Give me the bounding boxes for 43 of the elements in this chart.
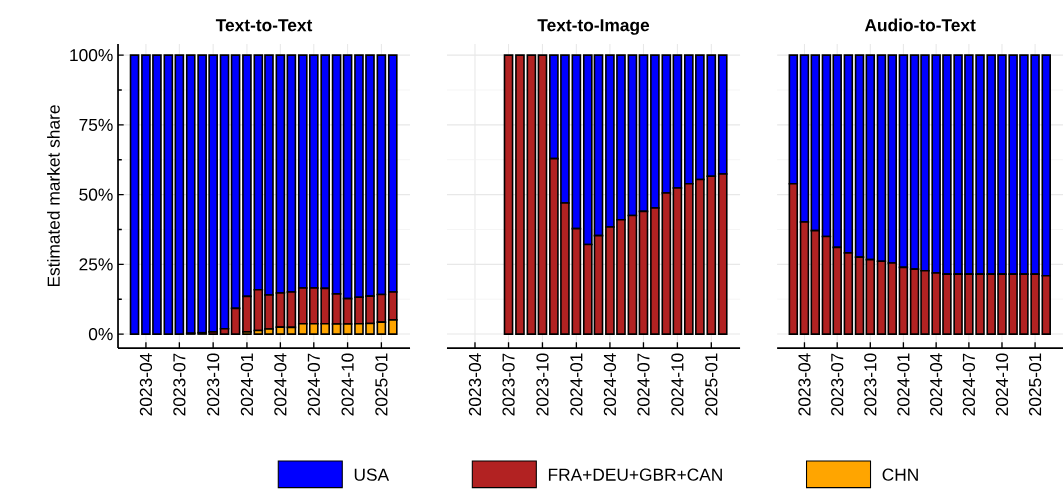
x-tick-label: 2023-10: [207, 353, 220, 416]
legend-label: CHN: [882, 468, 918, 481]
chart-title: Audio-to-Text: [864, 18, 976, 32]
x-tick-label: 2024-01: [570, 353, 583, 416]
chart-title: Text-to-Text: [215, 19, 313, 32]
x-tick-label: 2023-04: [798, 353, 811, 416]
bar: [129, 54, 140, 335]
x-tick-label: 2024-07: [637, 353, 650, 416]
x-tick-label: 2025-01: [705, 353, 718, 416]
x-tick-label: 2023-04: [139, 353, 153, 416]
x-tick-label: 2023-10: [536, 353, 549, 416]
y-tick-label: 0%: [88, 327, 113, 341]
y-axis-title: Estimated market share: [47, 105, 60, 287]
y-tick-label: 75%: [79, 118, 113, 131]
x-tick-label: 2024-04: [930, 353, 943, 416]
x-tick-label: 2024-10: [341, 353, 354, 416]
y-tick-label: 25%: [79, 258, 113, 271]
x-tick-label: 2023-04: [468, 353, 482, 416]
bar: [515, 54, 525, 335]
x-tick-label: 2025-01: [1028, 353, 1042, 416]
bar: [503, 54, 514, 335]
x-tick-label: 2024-07: [962, 353, 976, 416]
x-tick-label: 2025-01: [375, 353, 388, 416]
y-tick-label: 50%: [79, 188, 113, 201]
x-tick-label: 2024-10: [671, 353, 684, 416]
x-tick-label: 2024-04: [603, 353, 617, 416]
x-tick-label: 2023-10: [864, 353, 877, 416]
x-tick-label: 2024-07: [307, 353, 320, 416]
bar: [537, 54, 548, 335]
x-tick-label: 2023-07: [173, 353, 186, 416]
y-tick-label: 100%: [70, 49, 113, 62]
bar: [174, 54, 185, 335]
x-tick-label: 2024-01: [240, 353, 254, 416]
bar: [163, 54, 174, 335]
x-tick-label: 2024-01: [897, 353, 910, 416]
chart-title: Text-to-Image: [537, 19, 650, 35]
x-tick-label: 2024-04: [274, 353, 287, 416]
bar: [526, 54, 537, 335]
x-tick-label: 2023-07: [831, 353, 844, 416]
legend-label: USA: [354, 468, 390, 481]
legend-label: FRA+DEU+GBR+CAN: [548, 468, 722, 481]
x-tick-label: 2024-10: [995, 353, 1009, 416]
x-tick-label: 2023-07: [502, 353, 515, 416]
